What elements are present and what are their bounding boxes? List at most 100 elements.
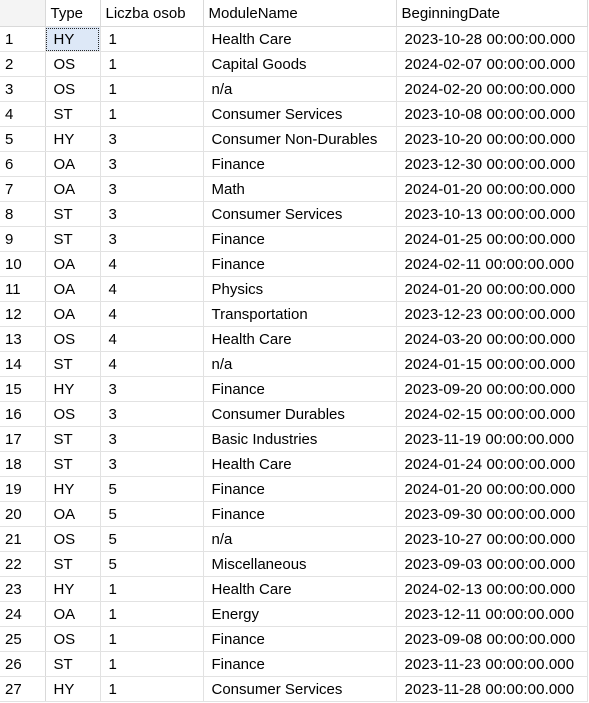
table-row[interactable]: 14 ST 4 n/a 2024-01-15 00:00:00.000	[0, 351, 588, 377]
select-all-corner[interactable]	[0, 0, 46, 27]
row-number[interactable]: 13	[0, 326, 46, 352]
cell-type[interactable]: OA	[45, 151, 101, 177]
cell-module-name[interactable]: n/a	[203, 351, 397, 377]
cell-liczba-osob[interactable]: 4	[100, 251, 204, 277]
cell-liczba-osob[interactable]: 3	[100, 451, 204, 477]
table-row[interactable]: 13 OS 4 Health Care 2024-03-20 00:00:00.000	[0, 326, 588, 352]
cell-beginning-date[interactable]: 2023-12-23 00:00:00.000	[396, 301, 588, 327]
row-number[interactable]: 17	[0, 426, 46, 452]
table-row[interactable]: 3 OS 1 n/a 2024-02-20 00:00:00.000	[0, 76, 588, 102]
cell-liczba-osob[interactable]: 1	[100, 101, 204, 127]
cell-beginning-date[interactable]: 2023-09-30 00:00:00.000	[396, 501, 588, 527]
cell-type[interactable]: ST	[45, 201, 101, 227]
cell-beginning-date[interactable]: 2024-02-20 00:00:00.000	[396, 76, 588, 102]
cell-liczba-osob[interactable]: 3	[100, 201, 204, 227]
cell-module-name[interactable]: Finance	[203, 651, 397, 677]
row-number[interactable]: 1	[0, 26, 46, 52]
cell-beginning-date[interactable]: 2023-10-20 00:00:00.000	[396, 126, 588, 152]
cell-module-name[interactable]: Health Care	[203, 451, 397, 477]
cell-liczba-osob[interactable]: 5	[100, 501, 204, 527]
table-row[interactable]: 19 HY 5 Finance 2024-01-20 00:00:00.000	[0, 476, 588, 502]
cell-beginning-date[interactable]: 2024-02-13 00:00:00.000	[396, 576, 588, 602]
cell-type[interactable]: ST	[45, 426, 101, 452]
cell-module-name[interactable]: Consumer Durables	[203, 401, 397, 427]
cell-type[interactable]: OS	[45, 51, 101, 77]
table-row[interactable]: 16 OS 3 Consumer Durables 2024-02-15 00:00:0…	[0, 401, 588, 427]
cell-module-name[interactable]: Finance	[203, 226, 397, 252]
row-number[interactable]: 6	[0, 151, 46, 177]
row-number[interactable]: 25	[0, 626, 46, 652]
cell-type[interactable]: HY	[45, 476, 101, 502]
table-row[interactable]: 1 HY 1 Health Care 2023-10-28 00:00:00.000	[0, 26, 588, 52]
cell-module-name[interactable]: Consumer Services	[203, 201, 397, 227]
cell-beginning-date[interactable]: 2023-11-23 00:00:00.000	[396, 651, 588, 677]
cell-type[interactable]: OA	[45, 276, 101, 302]
table-row[interactable]: 27 HY 1 Consumer Services 2023-11-28 00:00:0…	[0, 676, 588, 702]
cell-type[interactable]: OS	[45, 626, 101, 652]
row-number[interactable]: 23	[0, 576, 46, 602]
row-number[interactable]: 24	[0, 601, 46, 627]
cell-module-name[interactable]: Transportation	[203, 301, 397, 327]
row-number[interactable]: 14	[0, 351, 46, 377]
cell-liczba-osob[interactable]: 3	[100, 176, 204, 202]
cell-type[interactable]: OS	[45, 76, 101, 102]
cell-type[interactable]: ST	[45, 226, 101, 252]
cell-type[interactable]: ST	[45, 551, 101, 577]
table-row[interactable]: 26 ST 1 Finance 2023-11-23 00:00:00.000	[0, 651, 588, 677]
cell-beginning-date[interactable]: 2023-09-20 00:00:00.000	[396, 376, 588, 402]
cell-beginning-date[interactable]: 2023-11-19 00:00:00.000	[396, 426, 588, 452]
row-number[interactable]: 12	[0, 301, 46, 327]
cell-beginning-date[interactable]: 2024-02-07 00:00:00.000	[396, 51, 588, 77]
cell-type[interactable]: OS	[45, 401, 101, 427]
cell-type[interactable]: OA	[45, 251, 101, 277]
row-number[interactable]: 22	[0, 551, 46, 577]
cell-type[interactable]: ST	[45, 101, 101, 127]
cell-module-name[interactable]: Capital Goods	[203, 51, 397, 77]
cell-type[interactable]: ST	[45, 651, 101, 677]
row-number[interactable]: 16	[0, 401, 46, 427]
table-row[interactable]: 8 ST 3 Consumer Services 2023-10-13 00:00:00…	[0, 201, 588, 227]
cell-type[interactable]: HY	[45, 26, 101, 52]
cell-beginning-date[interactable]: 2024-01-25 00:00:00.000	[396, 226, 588, 252]
cell-module-name[interactable]: Finance	[203, 251, 397, 277]
row-number[interactable]: 19	[0, 476, 46, 502]
cell-liczba-osob[interactable]: 4	[100, 326, 204, 352]
cell-liczba-osob[interactable]: 5	[100, 476, 204, 502]
cell-module-name[interactable]: Health Care	[203, 576, 397, 602]
cell-beginning-date[interactable]: 2024-01-20 00:00:00.000	[396, 476, 588, 502]
cell-type[interactable]: HY	[45, 376, 101, 402]
table-row[interactable]: 22 ST 5 Miscellaneous 2023-09-03 00:00:00.00…	[0, 551, 588, 577]
cell-liczba-osob[interactable]: 1	[100, 26, 204, 52]
cell-liczba-osob[interactable]: 3	[100, 126, 204, 152]
row-number[interactable]: 26	[0, 651, 46, 677]
cell-liczba-osob[interactable]: 4	[100, 351, 204, 377]
cell-beginning-date[interactable]: 2024-01-24 00:00:00.000	[396, 451, 588, 477]
cell-beginning-date[interactable]: 2023-10-28 00:00:00.000	[396, 26, 588, 52]
cell-module-name[interactable]: Miscellaneous	[203, 551, 397, 577]
cell-liczba-osob[interactable]: 1	[100, 651, 204, 677]
cell-module-name[interactable]: Finance	[203, 476, 397, 502]
cell-module-name[interactable]: Health Care	[203, 326, 397, 352]
cell-liczba-osob[interactable]: 1	[100, 601, 204, 627]
row-number[interactable]: 8	[0, 201, 46, 227]
cell-type[interactable]: OA	[45, 501, 101, 527]
table-row[interactable]: 21 OS 5 n/a 2023-10-27 00:00:00.000	[0, 526, 588, 552]
table-row[interactable]: 24 OA 1 Energy 2023-12-11 00:00:00.000	[0, 601, 588, 627]
table-row[interactable]: 4 ST 1 Consumer Services 2023-10-08 00:00:00…	[0, 101, 588, 127]
table-row[interactable]: 15 HY 3 Finance 2023-09-20 00:00:00.000	[0, 376, 588, 402]
table-row[interactable]: 10 OA 4 Finance 2024-02-11 00:00:00.000	[0, 251, 588, 277]
cell-liczba-osob[interactable]: 4	[100, 301, 204, 327]
row-number[interactable]: 27	[0, 676, 46, 702]
cell-liczba-osob[interactable]: 1	[100, 76, 204, 102]
cell-beginning-date[interactable]: 2024-02-11 00:00:00.000	[396, 251, 588, 277]
row-number[interactable]: 9	[0, 226, 46, 252]
cell-liczba-osob[interactable]: 3	[100, 376, 204, 402]
table-row[interactable]: 6 OA 3 Finance 2023-12-30 00:00:00.000	[0, 151, 588, 177]
cell-liczba-osob[interactable]: 1	[100, 626, 204, 652]
cell-module-name[interactable]: Consumer Services	[203, 101, 397, 127]
cell-beginning-date[interactable]: 2023-12-11 00:00:00.000	[396, 601, 588, 627]
cell-liczba-osob[interactable]: 3	[100, 226, 204, 252]
cell-liczba-osob[interactable]: 5	[100, 526, 204, 552]
cell-beginning-date[interactable]: 2023-09-03 00:00:00.000	[396, 551, 588, 577]
column-header-beginning-date[interactable]: BeginningDate	[396, 0, 588, 27]
